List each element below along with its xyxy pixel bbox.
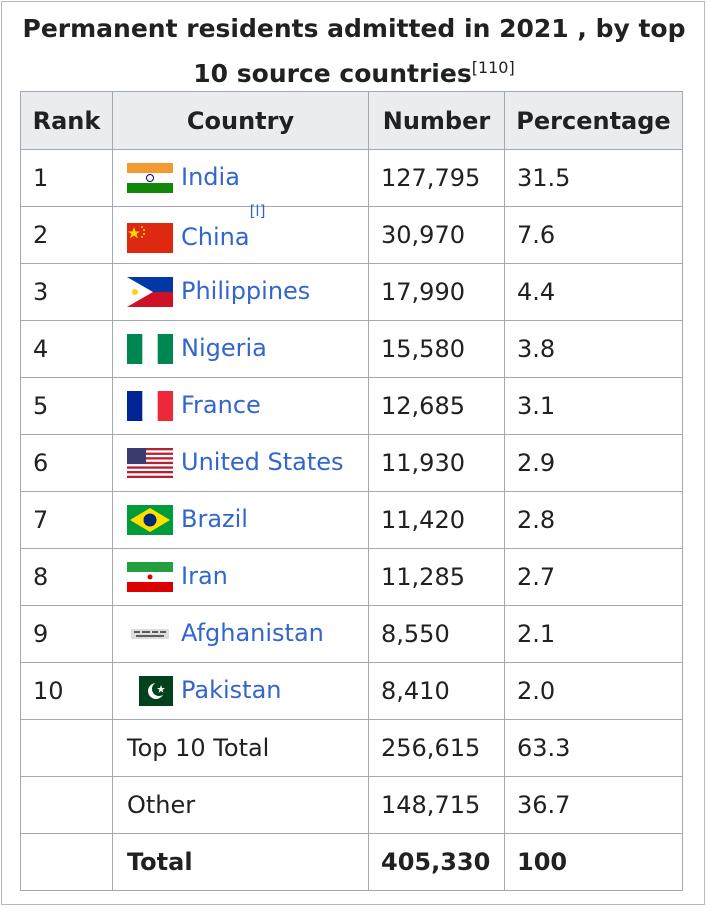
caption-reference-link[interactable]: [110] <box>471 58 515 77</box>
table-row: 9 Afghanistan 8,550 2.1 <box>20 605 683 663</box>
top10-total-percentage: 63.3 <box>504 719 683 777</box>
immigration-table: Rank Country Number Percentage 1 India 1… <box>20 91 683 891</box>
country-cell: India <box>112 149 369 207</box>
afghanistan-flag-icon <box>127 619 173 649</box>
header-percentage: Percentage <box>504 91 683 150</box>
number-cell: 15,580 <box>368 320 505 378</box>
pakistan-flag-icon <box>127 676 173 706</box>
percentage-cell: 2.9 <box>504 434 683 492</box>
number-cell: 8,410 <box>368 662 505 720</box>
top10-total-row: Top 10 Total 256,615 63.3 <box>20 719 683 777</box>
number-cell: 8,550 <box>368 605 505 663</box>
rank-cell: 9 <box>20 605 113 663</box>
rank-cell: 5 <box>20 377 113 435</box>
percentage-cell: 2.8 <box>504 491 683 549</box>
country-link-philippines[interactable]: Philippines <box>181 277 311 305</box>
table-row: 7 Brazil 11,420 2.8 <box>20 491 683 549</box>
iran-flag-icon <box>127 562 173 592</box>
table-row: 3 Philippines 17,990 4.4 <box>20 263 683 321</box>
header-row: Rank Country Number Percentage <box>20 91 683 150</box>
number-cell: 12,685 <box>368 377 505 435</box>
total-number: 405,330 <box>368 833 505 891</box>
philippines-flag-icon <box>127 277 173 307</box>
rank-cell-empty <box>20 719 113 777</box>
other-percentage: 36.7 <box>504 776 683 834</box>
header-rank: Rank <box>20 91 113 150</box>
percentage-cell: 2.7 <box>504 548 683 606</box>
other-row: Other 148,715 36.7 <box>20 776 683 834</box>
brazil-flag-icon <box>127 505 173 535</box>
number-cell: 127,795 <box>368 149 505 207</box>
table-row: 5 France 12,685 3.1 <box>20 377 683 435</box>
table-row: 4 Nigeria 15,580 3.8 <box>20 320 683 378</box>
nigeria-flag-icon <box>127 334 173 364</box>
caption-line-1: Permanent residents admitted in 2021 , b… <box>22 14 686 43</box>
country-cell: Pakistan <box>112 662 369 720</box>
number-cell: 11,285 <box>368 548 505 606</box>
table-caption: Permanent residents admitted in 2021 , b… <box>2 6 706 96</box>
number-cell: 30,970 <box>368 206 505 264</box>
rank-cell: 3 <box>20 263 113 321</box>
country-link-france[interactable]: France <box>181 391 261 419</box>
country-link-nigeria[interactable]: Nigeria <box>181 334 267 362</box>
country-link-brazil[interactable]: Brazil <box>181 505 248 533</box>
top10-total-label: Top 10 Total <box>112 719 369 777</box>
percentage-cell: 31.5 <box>504 149 683 207</box>
rank-cell: 6 <box>20 434 113 492</box>
table-row: 2 China [l] 30,970 7.6 <box>20 202 683 264</box>
country-cell: China [l] <box>112 202 369 264</box>
percentage-cell: 3.8 <box>504 320 683 378</box>
table-row: 10 Pakistan 8,410 2.0 <box>20 662 683 720</box>
table-row: 6 United States 11,930 2.9 <box>20 434 683 492</box>
top10-total-number: 256,615 <box>368 719 505 777</box>
rank-cell: 8 <box>20 548 113 606</box>
table-row: 8 Iran 11,285 2.7 <box>20 548 683 606</box>
header-number: Number <box>368 91 505 150</box>
country-cell: Nigeria <box>112 320 369 378</box>
total-percentage: 100 <box>504 833 683 891</box>
country-link-china[interactable]: China <box>181 223 250 251</box>
country-link-pakistan[interactable]: Pakistan <box>181 676 282 704</box>
percentage-cell: 3.1 <box>504 377 683 435</box>
rank-cell: 4 <box>20 320 113 378</box>
other-number: 148,715 <box>368 776 505 834</box>
table-row: 1 India 127,795 31.5 <box>20 149 683 207</box>
percentage-cell: 2.0 <box>504 662 683 720</box>
france-flag-icon <box>127 391 173 421</box>
country-cell: France <box>112 377 369 435</box>
country-cell: Brazil <box>112 491 369 549</box>
china-flag-icon <box>127 223 173 253</box>
rank-cell: 1 <box>20 149 113 207</box>
rank-cell-empty <box>20 833 113 891</box>
country-link-iran[interactable]: Iran <box>181 562 228 590</box>
country-cell: Iran <box>112 548 369 606</box>
rank-cell: 2 <box>20 206 113 264</box>
percentage-cell: 4.4 <box>504 263 683 321</box>
caption-line-2: 10 source countries <box>193 59 472 88</box>
country-cell: Philippines <box>112 263 369 321</box>
percentage-cell: 7.6 <box>504 206 683 264</box>
rank-cell-empty <box>20 776 113 834</box>
number-cell: 11,420 <box>368 491 505 549</box>
number-cell: 11,930 <box>368 434 505 492</box>
country-cell: United States <box>112 434 369 492</box>
usa-flag-icon <box>127 448 173 478</box>
number-cell: 17,990 <box>368 263 505 321</box>
total-row: Total 405,330 100 <box>20 833 683 891</box>
percentage-cell: 2.1 <box>504 605 683 663</box>
total-label: Total <box>112 833 369 891</box>
header-country: Country <box>112 91 369 150</box>
india-flag-icon <box>127 163 173 193</box>
country-cell: Afghanistan <box>112 605 369 663</box>
country-link-india[interactable]: India <box>181 163 240 191</box>
country-link-united-states[interactable]: United States <box>181 448 344 476</box>
rank-cell: 7 <box>20 491 113 549</box>
rank-cell: 10 <box>20 662 113 720</box>
china-note-link[interactable]: [l] <box>249 202 266 220</box>
country-link-afghanistan[interactable]: Afghanistan <box>181 619 324 647</box>
other-label: Other <box>112 776 369 834</box>
